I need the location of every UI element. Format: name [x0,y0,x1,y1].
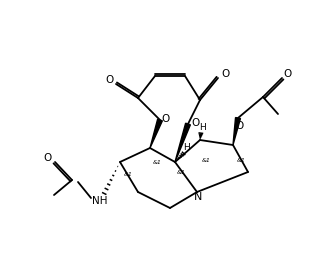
Text: H: H [183,143,189,152]
Text: O: O [105,75,113,85]
Text: &1: &1 [202,157,211,163]
Text: &1: &1 [153,159,162,165]
Text: &1: &1 [124,173,133,178]
Text: &1: &1 [237,157,246,163]
Text: O: O [235,121,243,131]
Text: O: O [192,118,200,128]
Text: N: N [194,192,202,202]
Text: O: O [283,69,291,79]
Polygon shape [233,118,241,145]
Text: O: O [162,114,170,124]
Text: O: O [44,153,52,163]
Text: H: H [199,124,205,133]
Polygon shape [175,123,191,162]
Text: &1: &1 [177,171,186,175]
Text: NH: NH [92,196,108,206]
Polygon shape [150,119,162,148]
Text: O: O [221,69,229,79]
